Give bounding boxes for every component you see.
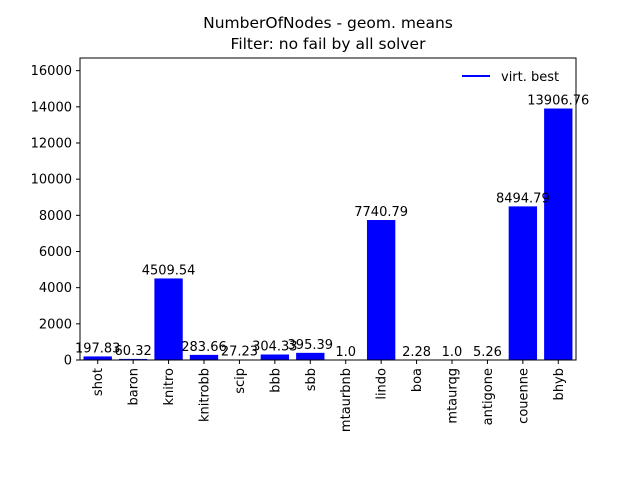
data-label-lindo: 7740.79	[354, 205, 408, 220]
legend-label-virt-best: virt. best	[501, 70, 559, 85]
data-label-knitrobb: 283.66	[181, 340, 227, 355]
bar-baron	[118, 358, 148, 360]
chart-title: NumberOfNodes - geom. means	[203, 14, 453, 32]
y-tick-label: 4000	[39, 281, 72, 296]
y-tick-label: 16000	[31, 64, 72, 79]
bar-bbb	[260, 354, 290, 360]
bar-sbb	[296, 352, 325, 360]
bar-shot	[83, 356, 112, 360]
y-tick-label: 12000	[31, 136, 72, 151]
axes-frame	[79, 57, 577, 361]
data-label-mtaurbnb: 1.0	[335, 345, 356, 360]
data-label-bbb: 304.33	[252, 339, 298, 354]
x-tick-label-sbb: sbb	[304, 368, 319, 391]
data-label-antigone: 5.26	[473, 345, 502, 360]
x-tick-label-baron: baron	[127, 368, 142, 405]
y-tick-label: 10000	[31, 173, 72, 188]
x-tick-label-bbb: bbb	[268, 368, 283, 393]
bar-knitro	[154, 278, 183, 360]
bar-knitrobb	[189, 354, 219, 360]
chart-subtitle: Filter: no fail by all solver	[231, 35, 427, 53]
legend: virt. best	[462, 70, 559, 85]
x-tick-label-mtaurbnb: mtaurbnb	[339, 368, 354, 432]
data-label-sbb: 395.39	[288, 338, 334, 353]
y-tick-label: 0	[64, 354, 72, 369]
data-label-knitro: 4509.54	[142, 263, 196, 278]
x-tick-label-boa: boa	[410, 368, 425, 392]
data-label-boa: 2.28	[402, 345, 431, 360]
data-label-scip: 27.23	[221, 345, 258, 360]
data-label-shot: 197.83	[75, 341, 121, 356]
y-tick-label: 6000	[39, 245, 72, 260]
x-tick-label-lindo: lindo	[375, 368, 390, 400]
data-label-bhyb: 13906.76	[527, 94, 589, 109]
y-tick-label: 2000	[39, 317, 72, 332]
bar-bhyb	[544, 108, 573, 360]
x-tick-label-bhyb: bhyb	[552, 368, 567, 400]
data-label-couenne: 8494.79	[496, 191, 550, 206]
bar-couenne	[508, 206, 538, 360]
data-label-mtaurqg: 1.0	[442, 345, 463, 360]
y-tick-label: 8000	[39, 209, 72, 224]
x-tick-label-scip: scip	[233, 368, 248, 394]
y-tick-label: 14000	[31, 100, 72, 115]
plot-area: 0 2000 4000 6000 8000 10000 12000 14000 16000 sho…	[31, 57, 589, 432]
x-tick-label-antigone: antigone	[481, 368, 496, 425]
data-label-baron: 60.32	[115, 344, 152, 359]
x-tick-label-knitrobb: knitrobb	[198, 368, 213, 422]
x-tick-label-shot: shot	[91, 368, 106, 396]
x-tick-label-mtaurqg: mtaurqg	[446, 368, 461, 424]
x-tick-label-couenne: couenne	[516, 368, 531, 424]
x-tick-label-knitro: knitro	[162, 368, 177, 406]
bar-lindo	[366, 220, 396, 360]
